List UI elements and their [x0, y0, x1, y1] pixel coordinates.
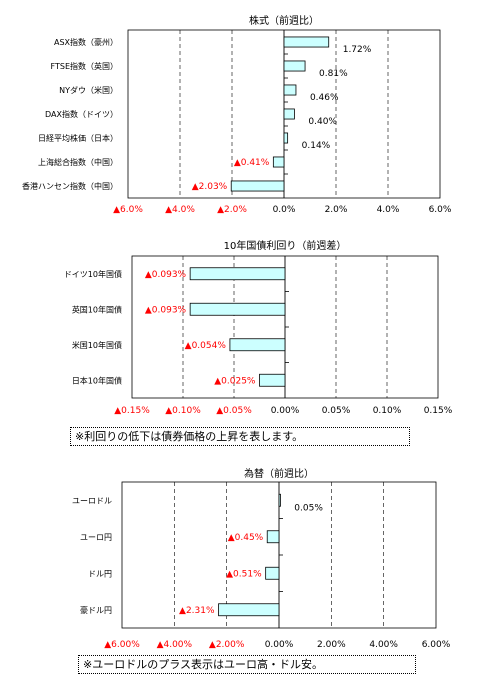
tick-label: ▲2.0% — [217, 205, 247, 215]
fx-note: ※ユーロドルのプラス表示はユーロ高・ドル安。 — [78, 655, 416, 674]
category-label: 米国10年国債 — [72, 340, 122, 350]
tick-label: ▲6.0% — [113, 205, 143, 215]
tick-label: 6.00% — [422, 640, 451, 650]
bar — [283, 36, 330, 48]
bar — [189, 302, 286, 316]
data-label: 0.05% — [294, 503, 323, 513]
data-label: ▲0.093% — [145, 305, 187, 315]
bar — [278, 493, 281, 507]
bar — [283, 84, 297, 96]
chart-title: 為替（前週比） — [244, 467, 314, 480]
category-label: ASX指数（豪州） — [54, 37, 118, 47]
data-label: ▲0.093% — [145, 270, 187, 280]
data-label: ▲2.31% — [179, 606, 215, 616]
category-label: 香港ハンセン指数（中国） — [22, 181, 118, 191]
stock-chart: 株式（前週比） ▲6.0% ▲4.0% ▲2.0% 0.0% 2.0% 4.0% 6.0% AS… — [22, 14, 452, 215]
bond-yield-chart: 10年国債利回り（前週差） ▲0.15% ▲0.10% ▲0.05% 0.00% 0.05… — [64, 239, 453, 416]
tick-label: ▲2.00% — [209, 640, 245, 650]
category-label: ユーロドル — [72, 496, 112, 505]
bar — [283, 60, 306, 72]
category-label: 日本10年国債 — [72, 375, 122, 385]
tick-label: 4.0% — [377, 205, 400, 215]
bar — [229, 338, 286, 352]
bar — [189, 267, 286, 281]
tick-label: ▲0.15% — [114, 406, 150, 416]
data-label: 0.40% — [308, 117, 337, 127]
chart-title: 株式（前週比） — [249, 14, 319, 27]
category-label: 豪ドル円 — [80, 605, 112, 615]
fx-chart-panel: 為替（前週比） ▲6.00% ▲4.00% ▲2.00% 0.00% 2.00% 4.00%… — [0, 458, 478, 654]
tick-label: 0.05% — [322, 406, 351, 416]
fx-chart: 為替（前週比） ▲6.00% ▲4.00% ▲2.00% 0.00% 2.00% 4.00%… — [72, 467, 451, 650]
bar — [283, 132, 289, 144]
bond-note: ※利回りの低下は債券価格の上昇を表します。 — [70, 427, 410, 446]
tick-label: 0.15% — [424, 406, 453, 416]
data-label: 0.81% — [319, 69, 348, 79]
bar — [283, 108, 295, 120]
bar — [218, 603, 280, 617]
category-label: 上海総合指数（中国） — [38, 157, 118, 167]
chart-title: 10年国債利回り（前週差） — [224, 239, 347, 252]
data-label: ▲0.41% — [234, 158, 270, 168]
category-label: 日経平均株価（日本） — [38, 133, 118, 143]
tick-label: 2.0% — [325, 205, 348, 215]
tick-label: 2.00% — [317, 640, 346, 650]
data-label: ▲0.025% — [214, 376, 256, 386]
category-label: 英国10年国債 — [72, 304, 122, 314]
data-label: 0.14% — [302, 141, 331, 151]
tick-label: 6.0% — [429, 205, 452, 215]
tick-label: 0.00% — [265, 640, 294, 650]
data-label: 0.46% — [310, 93, 339, 103]
data-label: ▲0.51% — [226, 569, 262, 579]
tick-label: 4.00% — [369, 640, 398, 650]
tick-label: ▲6.00% — [104, 640, 140, 650]
tick-label: 0.10% — [373, 406, 402, 416]
category-label: DAX指数（ドイツ） — [45, 109, 118, 119]
tick-label: ▲0.05% — [216, 406, 252, 416]
bar — [265, 566, 280, 580]
data-label: ▲0.054% — [185, 341, 227, 351]
category-label: ドイツ10年国債 — [64, 269, 122, 279]
tick-label: 0.0% — [273, 205, 296, 215]
tick-label: 0.00% — [271, 406, 300, 416]
bar — [230, 180, 285, 192]
tick-label: ▲0.10% — [165, 406, 201, 416]
data-label: ▲0.45% — [228, 533, 264, 543]
category-label: FTSE指数（英国） — [51, 61, 118, 71]
data-label: ▲2.03% — [192, 182, 228, 192]
bar — [259, 373, 286, 387]
bar — [266, 530, 280, 544]
bond-chart-panel: 10年国債利回り（前週差） ▲0.15% ▲0.10% ▲0.05% 0.00% 0.05… — [0, 232, 478, 424]
category-label: NYダウ（米国） — [59, 85, 118, 95]
tick-label: ▲4.00% — [157, 640, 193, 650]
tick-label: ▲4.0% — [165, 205, 195, 215]
category-label: ドル円 — [88, 569, 112, 578]
data-label: 1.72% — [343, 45, 372, 55]
category-label: ユーロ円 — [80, 533, 112, 542]
bar — [272, 156, 285, 168]
stock-chart-panel: 株式（前週比） ▲6.0% ▲4.0% ▲2.0% 0.0% 2.0% 4.0% 6.0% AS… — [0, 0, 478, 222]
